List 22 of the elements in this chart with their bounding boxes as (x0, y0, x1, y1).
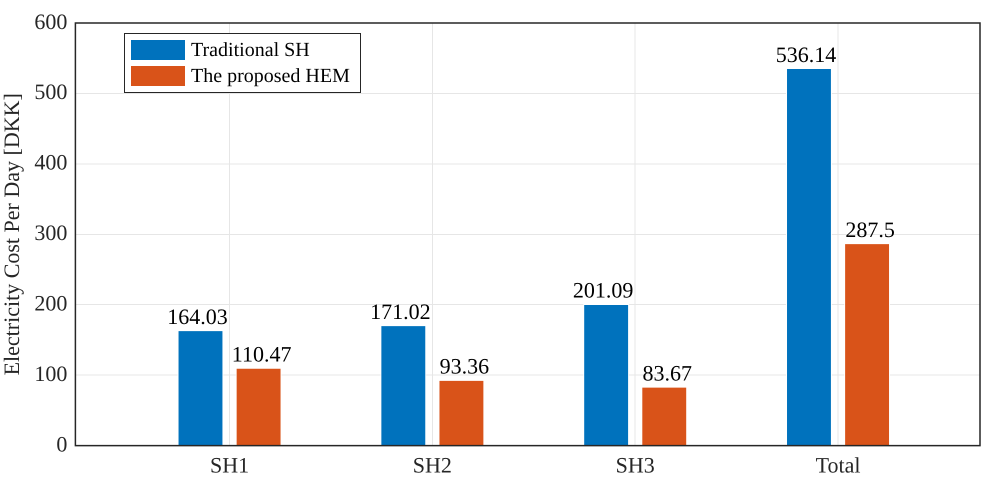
data-label: 93.36 (440, 354, 490, 379)
y-tick-label: 100 (34, 360, 68, 386)
data-label: 110.47 (232, 342, 292, 367)
data-label: 171.02 (370, 298, 431, 324)
y-tick-label: 500 (34, 79, 68, 104)
y-tick-label: 200 (34, 290, 68, 316)
legend-label: Traditional SH (191, 38, 310, 63)
x-tick-label: SH3 (616, 452, 655, 478)
data-label: 536.14 (776, 42, 836, 67)
y-tick-label: 300 (34, 220, 68, 246)
x-tick-label: SH2 (412, 452, 452, 478)
x-tick-label: SH1 (210, 452, 250, 478)
x-tick-label: Total (816, 452, 860, 478)
legend-label: The proposed HEM (191, 64, 350, 89)
y-tick-label: 600 (34, 8, 68, 34)
y-tick-label: 400 (34, 150, 68, 175)
data-label: 287.5 (845, 216, 895, 242)
data-label: 164.03 (167, 304, 228, 329)
y-tick-label: 0 (56, 431, 68, 456)
data-label: 83.67 (642, 360, 692, 386)
data-label: 201.09 (572, 278, 634, 303)
y-axis-title: Electricity Cost Per Day [DKK] (0, 93, 24, 376)
